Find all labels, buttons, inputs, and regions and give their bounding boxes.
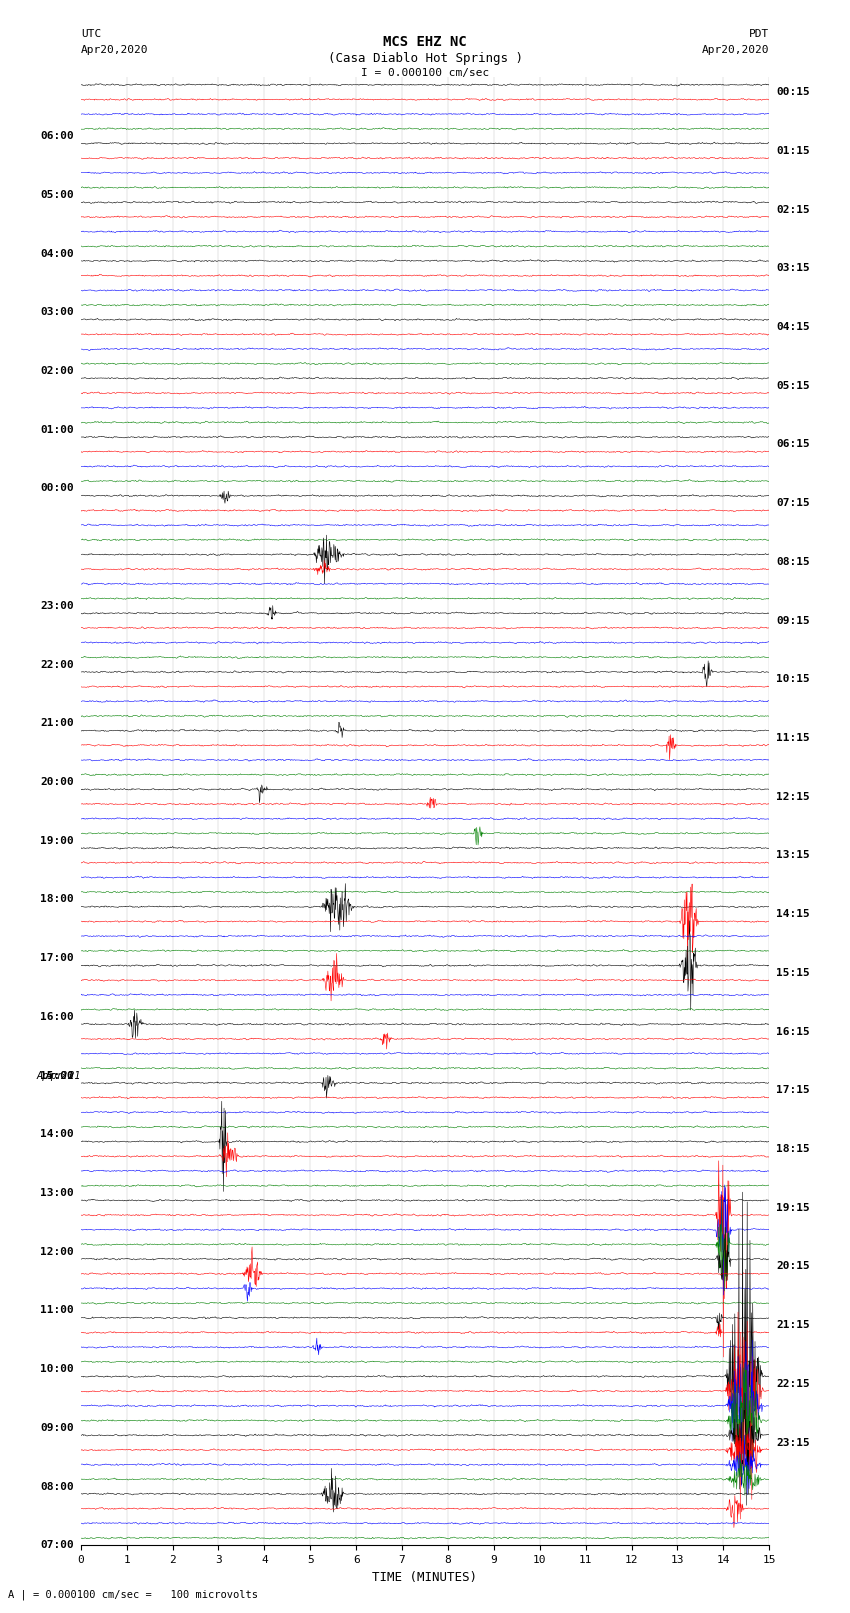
Text: 08:15: 08:15	[776, 556, 810, 566]
Text: Apr20,2020: Apr20,2020	[81, 45, 148, 55]
Text: 11:15: 11:15	[776, 732, 810, 744]
Text: 13:15: 13:15	[776, 850, 810, 860]
Text: 02:15: 02:15	[776, 205, 810, 215]
Text: PDT: PDT	[749, 29, 769, 39]
Text: 16:15: 16:15	[776, 1026, 810, 1037]
Text: 01:15: 01:15	[776, 145, 810, 156]
Text: 09:15: 09:15	[776, 616, 810, 626]
Text: 19:15: 19:15	[776, 1203, 810, 1213]
Text: 19:00: 19:00	[40, 836, 74, 845]
Text: 10:00: 10:00	[40, 1365, 74, 1374]
X-axis label: TIME (MINUTES): TIME (MINUTES)	[372, 1571, 478, 1584]
Text: 00:15: 00:15	[776, 87, 810, 97]
Text: 00:00: 00:00	[40, 484, 74, 494]
Text: 16:00: 16:00	[40, 1011, 74, 1021]
Text: 08:00: 08:00	[40, 1482, 74, 1492]
Text: 09:00: 09:00	[40, 1423, 74, 1432]
Text: Apr 21: Apr 21	[46, 1071, 81, 1081]
Text: 20:00: 20:00	[40, 777, 74, 787]
Text: 03:00: 03:00	[40, 308, 74, 318]
Text: 12:15: 12:15	[776, 792, 810, 802]
Text: 06:00: 06:00	[40, 131, 74, 140]
Text: I = 0.000100 cm/sec: I = 0.000100 cm/sec	[361, 68, 489, 77]
Text: 04:00: 04:00	[40, 248, 74, 258]
Text: 05:00: 05:00	[40, 190, 74, 200]
Text: 12:00: 12:00	[40, 1247, 74, 1257]
Text: 07:00: 07:00	[40, 1540, 74, 1550]
Text: Apr 21: Apr 21	[37, 1071, 74, 1081]
Text: 18:00: 18:00	[40, 895, 74, 905]
Text: 22:00: 22:00	[40, 660, 74, 669]
Text: 17:15: 17:15	[776, 1086, 810, 1095]
Text: 06:15: 06:15	[776, 439, 810, 450]
Text: 23:15: 23:15	[776, 1437, 810, 1447]
Text: 01:00: 01:00	[40, 424, 74, 434]
Text: 14:15: 14:15	[776, 910, 810, 919]
Text: 10:15: 10:15	[776, 674, 810, 684]
Text: 05:15: 05:15	[776, 381, 810, 390]
Text: 15:15: 15:15	[776, 968, 810, 977]
Text: 21:15: 21:15	[776, 1319, 810, 1331]
Text: 18:15: 18:15	[776, 1144, 810, 1153]
Text: UTC: UTC	[81, 29, 101, 39]
Text: 11:00: 11:00	[40, 1305, 74, 1315]
Text: 07:15: 07:15	[776, 498, 810, 508]
Text: 17:00: 17:00	[40, 953, 74, 963]
Text: (Casa Diablo Hot Springs ): (Casa Diablo Hot Springs )	[327, 52, 523, 65]
Text: 21:00: 21:00	[40, 718, 74, 727]
Text: 03:15: 03:15	[776, 263, 810, 273]
Text: A | = 0.000100 cm/sec =   100 microvolts: A | = 0.000100 cm/sec = 100 microvolts	[8, 1589, 258, 1600]
Text: 13:00: 13:00	[40, 1189, 74, 1198]
Text: 15:00: 15:00	[40, 1071, 74, 1081]
Text: Apr20,2020: Apr20,2020	[702, 45, 769, 55]
Text: 02:00: 02:00	[40, 366, 74, 376]
Text: 20:15: 20:15	[776, 1261, 810, 1271]
Text: 04:15: 04:15	[776, 323, 810, 332]
Text: 22:15: 22:15	[776, 1379, 810, 1389]
Text: MCS EHZ NC: MCS EHZ NC	[383, 35, 467, 50]
Text: 23:00: 23:00	[40, 602, 74, 611]
Text: 14:00: 14:00	[40, 1129, 74, 1139]
